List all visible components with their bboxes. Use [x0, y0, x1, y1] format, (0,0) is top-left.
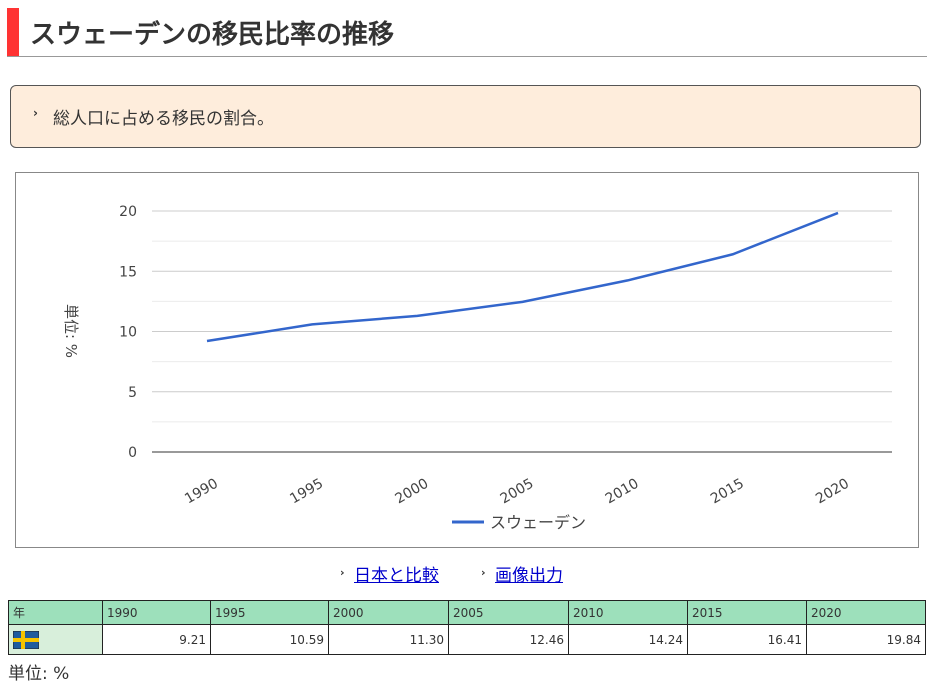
y-tick-label: 0 [128, 445, 137, 461]
link-chevron-icon: › [340, 566, 345, 579]
value-cell-2000: 11.30 [328, 624, 449, 655]
page-title: スウェーデンの移民比率の推移 [30, 20, 395, 50]
x-tick-label: 1990 [182, 476, 221, 508]
page-title-block: スウェーデンの移民比率の推移 [7, 8, 927, 57]
value-cell-1990: 9.21 [102, 624, 211, 655]
value-cell-1995: 10.59 [210, 624, 329, 655]
export-image-link[interactable]: 画像出力 [495, 566, 563, 586]
header-year: 年 [8, 600, 103, 625]
unit-label: 単位: % [8, 664, 70, 684]
x-tick-label: 2015 [708, 476, 747, 508]
title-accent-bar [7, 8, 19, 56]
y-tick-label: 15 [119, 264, 137, 280]
bullet-chevron-icon: › [33, 106, 38, 120]
legend-label: スウェーデン [490, 513, 586, 532]
value-cell-2005: 12.46 [448, 624, 569, 655]
country-flag-cell [8, 624, 103, 655]
description-box: › 総人口に占める移民の割合。 [10, 85, 921, 148]
x-tick-label: 2000 [392, 476, 431, 508]
table-header-row: 年 1990 1995 2000 2005 2010 2015 2020 [8, 600, 926, 625]
x-tick-label: 2010 [603, 476, 642, 508]
data-table: 年 1990 1995 2000 2005 2010 2015 2020 9.21 10.59… [8, 600, 926, 655]
y-tick-label: 20 [119, 204, 137, 220]
description-text: 総人口に占める移民の割合。 [53, 109, 274, 129]
series-line-スウェーデン [206, 211, 839, 343]
x-tick-label: 1995 [287, 476, 326, 508]
header-year-2020: 2020 [806, 600, 926, 625]
line-chart: 0 5 10 15 20 1990 1995 2000 2005 2010 2015 2020 単位: … [62, 204, 892, 532]
x-tick-label: 2020 [813, 476, 852, 508]
sweden-flag-icon [12, 630, 40, 649]
header-year-2005: 2005 [448, 600, 569, 625]
y-axis-label: 単位: % [62, 304, 80, 358]
header-year-1995: 1995 [210, 600, 329, 625]
y-tick-label: 5 [128, 385, 137, 401]
chart-container: 0 5 10 15 20 1990 1995 2000 2005 2010 2015 2020 単位: … [15, 172, 919, 548]
value-cell-2010: 14.24 [568, 624, 688, 655]
compare-japan-link[interactable]: 日本と比較 [354, 566, 439, 586]
header-year-2000: 2000 [328, 600, 449, 625]
header-year-2010: 2010 [568, 600, 688, 625]
y-tick-label: 10 [119, 325, 137, 341]
value-cell-2015: 16.41 [687, 624, 807, 655]
header-year-1990: 1990 [102, 600, 211, 625]
header-year-2015: 2015 [687, 600, 807, 625]
table-row: 9.21 10.59 11.30 12.46 14.24 16.41 19.84 [8, 624, 926, 655]
link-chevron-icon: › [481, 566, 486, 579]
value-cell-2020: 19.84 [806, 624, 926, 655]
x-tick-label: 2005 [498, 476, 537, 508]
